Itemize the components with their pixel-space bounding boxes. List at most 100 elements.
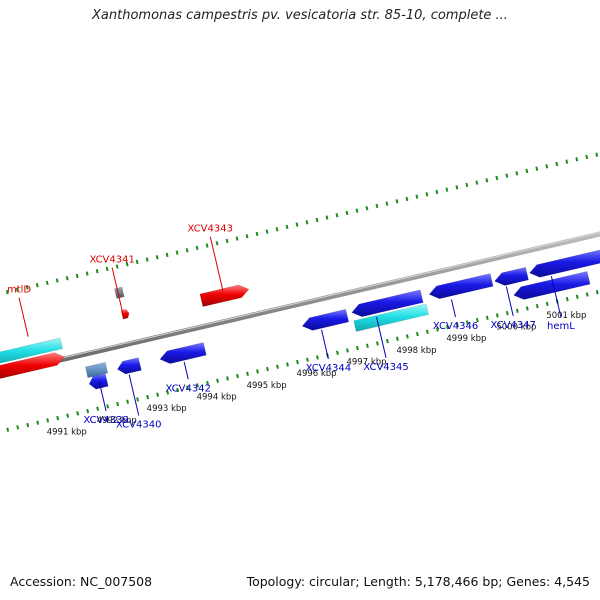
ruler-minor-tick: [36, 420, 40, 425]
label-leader-line: [98, 381, 107, 411]
ruler-minor-tick: [275, 227, 279, 232]
ruler-minor-tick: [595, 152, 599, 157]
ruler-minor-tick: [26, 422, 30, 428]
ruler-minor-tick: [25, 285, 29, 290]
ruler-minor-tick: [156, 392, 160, 397]
heml-reverse-cds-feature[interactable]: [513, 271, 591, 300]
ruler-minor-tick: [595, 289, 599, 295]
ruler-minor-tick: [96, 406, 100, 411]
ruler-minor-tick: [195, 245, 199, 251]
ruler-minor-tick: [385, 338, 389, 344]
ruler-minor-tick: [225, 238, 229, 244]
map-title: Xanthomonas campestris pv. vesicatoria s…: [92, 8, 508, 23]
ruler-minor-tick: [246, 371, 249, 376]
ruler-minor-tick: [186, 385, 190, 390]
gene-features: [0, 249, 600, 390]
gene-label-heml[interactable]: hemL: [547, 321, 575, 332]
ruler-minor-tick: [325, 215, 329, 220]
xcv4343-forward-cds-feature[interactable]: [199, 284, 250, 307]
ruler-minor-tick: [276, 364, 279, 369]
ruler-minor-tick: [166, 390, 170, 395]
ruler-minor-tick: [415, 331, 419, 337]
gene-label-xcv4345[interactable]: XCV4345: [363, 362, 408, 373]
label-leader-line: [550, 276, 562, 318]
gene-label-xcv4339[interactable]: XCV4339: [83, 415, 128, 426]
ruler-minor-tick: [76, 411, 80, 416]
scale-tick-label: 5000 kbp: [496, 322, 536, 332]
ruler-minor-tick: [136, 397, 140, 402]
gene-label-mtld[interactable]: mtlD: [7, 285, 31, 296]
xcv4346-reverse-cds-feature[interactable]: [428, 273, 494, 300]
reverse-cds-feature[interactable]: [529, 249, 600, 278]
ruler-minor-tick: [85, 271, 89, 276]
forward-rna-feature[interactable]: [0, 337, 63, 366]
gene-label-xcv4344[interactable]: XCV4344: [306, 363, 351, 374]
ruler-minor-tick: [185, 248, 189, 253]
xcv4347-reverse-cds-feature[interactable]: [494, 266, 529, 286]
ruler-minor-tick: [255, 231, 259, 237]
xcv4344-reverse-cds-feature[interactable]: [301, 308, 350, 331]
forward-cds_small-feature[interactable]: [120, 308, 130, 320]
scale-tick-label: 4991 kbp: [47, 427, 87, 437]
ruler-minor-tick: [6, 427, 10, 432]
scale-tick-label: 4999 kbp: [446, 334, 486, 344]
xcv4340-reverse-cds-feature[interactable]: [116, 357, 142, 375]
gene-label-xcv4340[interactable]: XCV4340: [116, 420, 161, 431]
scale-tick-label: 4993 kbp: [147, 404, 187, 414]
reverse-cds-feature[interactable]: [88, 373, 109, 390]
gene-label-xcv4343[interactable]: XCV4343: [188, 224, 233, 235]
reverse-rna-feature[interactable]: [353, 303, 429, 332]
ruler-minor-tick: [15, 287, 19, 293]
ruler-minor-tick: [16, 425, 20, 430]
ruler-minor-tick: [106, 404, 110, 409]
ruler-minor-tick: [206, 380, 209, 386]
ruler-minor-tick: [55, 278, 59, 283]
gene-label-xcv4341[interactable]: XCV4341: [89, 255, 134, 266]
ruler-minor-tick: [176, 387, 180, 393]
ruler-minor-tick: [395, 336, 399, 341]
ruler-minor-tick: [505, 173, 509, 178]
label-leader-line: [450, 299, 457, 318]
ruler-minor-tick: [525, 306, 529, 311]
length-value: 5,178,466 bp;: [414, 574, 503, 589]
ruler-minor-tick: [525, 168, 529, 174]
ruler-minor-tick: [5, 290, 9, 295]
xcv4345-reverse-cds-feature[interactable]: [351, 289, 424, 318]
ruler-minor-tick: [286, 362, 289, 367]
ruler-minor-tick: [245, 234, 249, 239]
ruler-minor-tick: [226, 376, 229, 381]
ruler-minor-tick: [56, 415, 60, 421]
xcv4342-reverse-cds-feature[interactable]: [159, 342, 207, 364]
ruler-minor-tick: [205, 243, 209, 248]
ruler-minor-tick: [565, 159, 569, 164]
mtld-forward-cds-feature[interactable]: [0, 352, 65, 381]
ruler-minor-tick: [125, 262, 129, 267]
gene-label-xcv4346[interactable]: XCV4346: [433, 321, 478, 332]
ruler-minor-tick: [45, 280, 49, 286]
ruler-minor-tick: [95, 269, 99, 274]
ruler-minor-tick: [65, 276, 69, 281]
ruler-minor-tick: [356, 345, 359, 351]
gene-label-xcv4347[interactable]: XCV4347: [491, 320, 536, 331]
label-leader-line: [209, 236, 224, 292]
ruler-minor-tick: [545, 301, 549, 306]
scale-tick-label: 4996 kbp: [297, 369, 337, 379]
xcv4339-reverse-steel-feature[interactable]: [84, 361, 109, 379]
ruler-minor-tick: [505, 310, 509, 316]
gene-label-xcv4342[interactable]: XCV4342: [166, 383, 211, 394]
ruler-minor-tick: [236, 373, 239, 379]
ruler-minor-tick: [336, 350, 339, 355]
ruler-minor-tick: [46, 418, 50, 423]
ruler-minor-tick: [495, 313, 499, 318]
ruler-minor-tick: [515, 308, 519, 313]
ruler-minor-tick: [375, 203, 379, 209]
ruler-minor-tick: [126, 399, 130, 404]
scale-tick-label: 4998 kbp: [396, 346, 436, 356]
forward-ruler: [5, 152, 599, 295]
ruler-minor-tick: [435, 327, 439, 332]
ruler-minor-tick: [285, 224, 289, 230]
ruler-minor-tick: [475, 317, 479, 323]
ruler-minor-tick: [165, 252, 169, 258]
ruler-minor-tick: [485, 178, 489, 183]
